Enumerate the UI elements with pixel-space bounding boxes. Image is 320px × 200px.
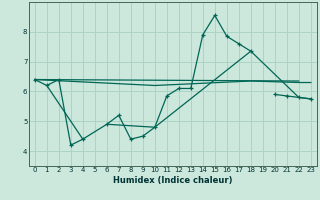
- X-axis label: Humidex (Indice chaleur): Humidex (Indice chaleur): [113, 176, 233, 185]
